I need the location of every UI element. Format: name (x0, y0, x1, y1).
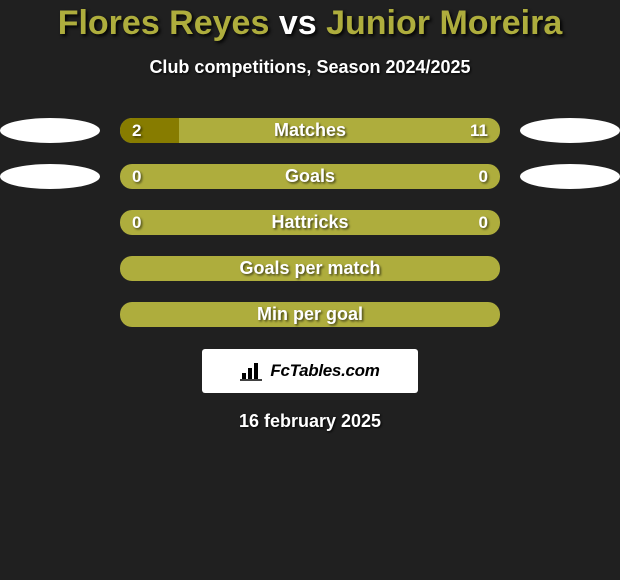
right-ellipse-slot (520, 256, 620, 281)
right-ellipse-slot (520, 118, 620, 143)
stat-bar: 0 Hattricks 0 (120, 210, 500, 235)
stat-right-value: 11 (470, 118, 488, 143)
stats-block: 2 Matches 11 0 Goals 0 (0, 118, 620, 327)
brand-text: FcTables.com (270, 361, 379, 381)
stat-row: 0 Goals 0 (0, 164, 620, 189)
stat-bar: Goals per match (120, 256, 500, 281)
stat-bar: 2 Matches 11 (120, 118, 500, 143)
player-marker-ellipse (520, 118, 620, 143)
stat-row: Goals per match (0, 256, 620, 281)
player-marker-ellipse (0, 164, 100, 189)
right-ellipse-slot (520, 164, 620, 189)
vs-separator: vs (279, 4, 317, 42)
stat-label: Goals per match (120, 256, 500, 281)
stat-row: Min per goal (0, 302, 620, 327)
stat-label: Goals (120, 164, 500, 189)
stat-right-value: 0 (479, 210, 488, 235)
comparison-card: Flores Reyes vs Junior Moreira Club comp… (0, 0, 620, 432)
left-ellipse-slot (0, 164, 100, 189)
stat-row: 2 Matches 11 (0, 118, 620, 143)
title: Flores Reyes vs Junior Moreira (58, 4, 563, 43)
stat-right-value: 0 (479, 164, 488, 189)
left-ellipse-slot (0, 210, 100, 235)
left-ellipse-slot (0, 302, 100, 327)
right-ellipse-slot (520, 302, 620, 327)
stat-bar: Min per goal (120, 302, 500, 327)
stat-row: 0 Hattricks 0 (0, 210, 620, 235)
stat-label: Matches (120, 118, 500, 143)
subtitle: Club competitions, Season 2024/2025 (149, 57, 470, 78)
bars-icon (240, 361, 264, 381)
stat-label: Hattricks (120, 210, 500, 235)
stat-bar: 0 Goals 0 (120, 164, 500, 189)
player1-name: Flores Reyes (58, 4, 270, 42)
player-marker-ellipse (0, 118, 100, 143)
date: 16 february 2025 (239, 411, 381, 432)
stat-label: Min per goal (120, 302, 500, 327)
left-ellipse-slot (0, 118, 100, 143)
brand-box: FcTables.com (202, 349, 418, 393)
player2-name: Junior Moreira (326, 4, 562, 42)
player-marker-ellipse (520, 164, 620, 189)
left-ellipse-slot (0, 256, 100, 281)
right-ellipse-slot (520, 210, 620, 235)
